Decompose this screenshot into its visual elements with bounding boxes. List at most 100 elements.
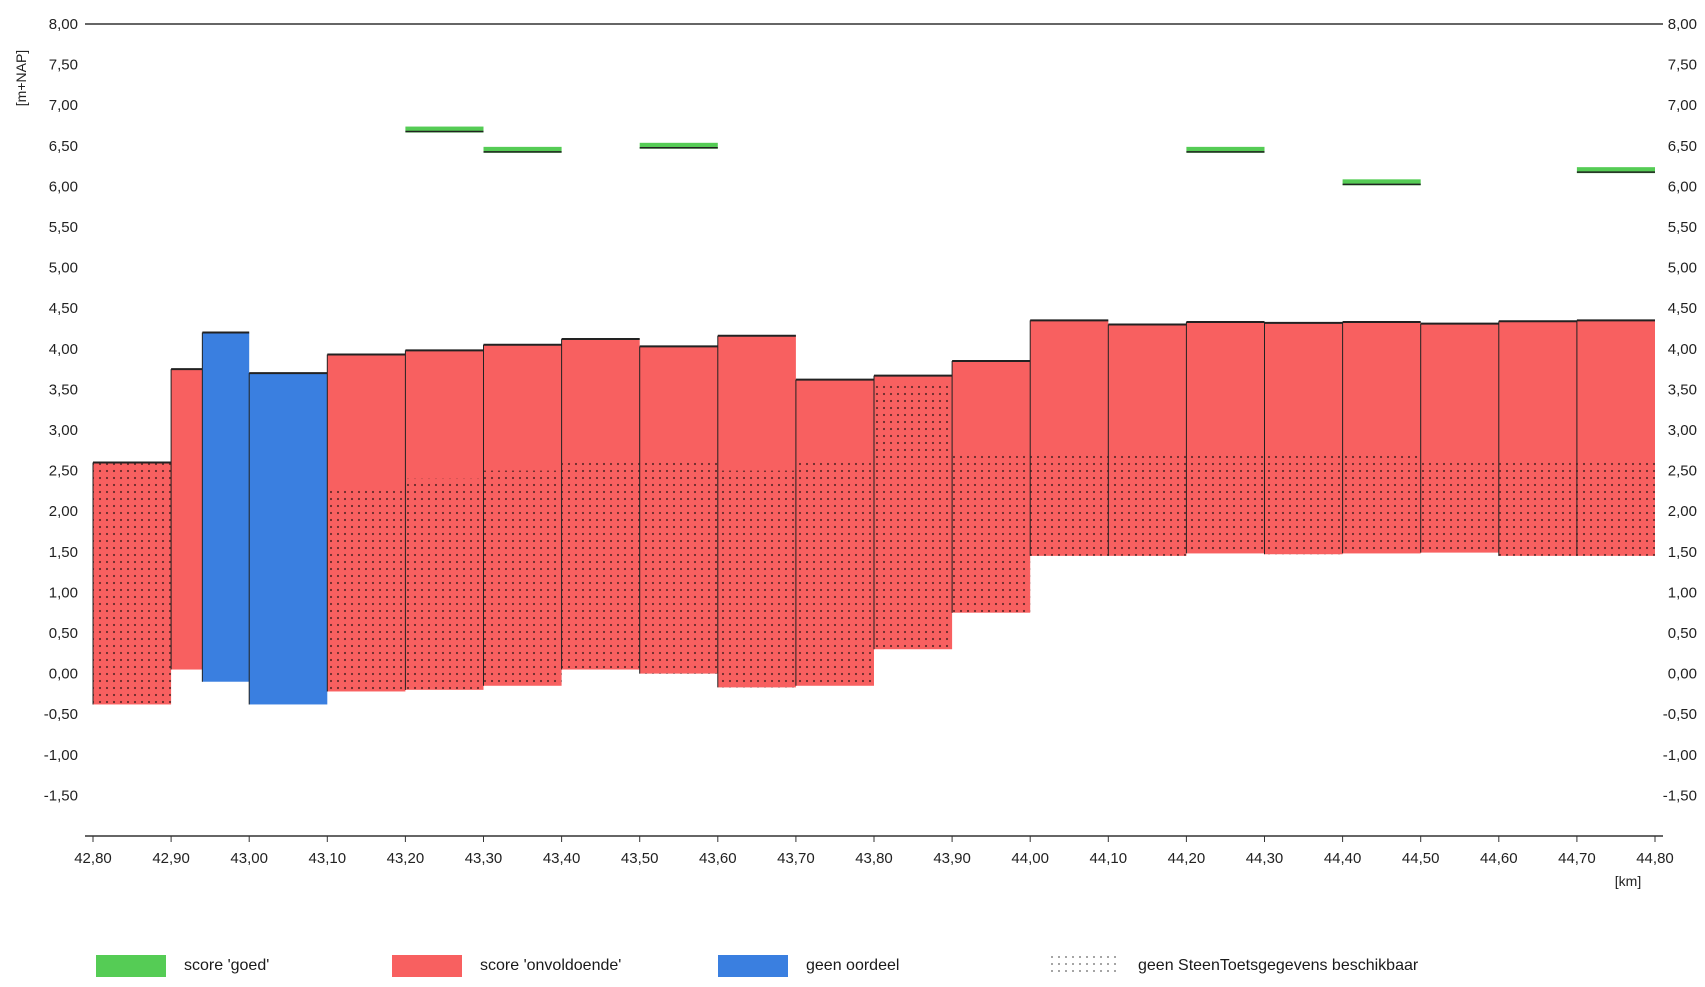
y-tick-label-left: -1,50 <box>44 787 78 804</box>
x-tick-label: 43,90 <box>933 850 971 867</box>
y-tick-label-left: 0,00 <box>49 666 78 683</box>
x-tick-label: 43,80 <box>855 850 893 867</box>
goed-segment <box>1576 167 1655 174</box>
legend: score 'goed' score 'onvoldoende' geen oo… <box>0 955 1705 985</box>
y-tick-label-left: 0,50 <box>49 625 78 642</box>
x-tick-label: 44,10 <box>1090 850 1128 867</box>
x-tick-label: 43,60 <box>699 850 737 867</box>
y-tick-label-left: 1,50 <box>49 544 78 561</box>
y-tick-label-right: 4,00 <box>1668 341 1697 358</box>
no-data-hatch <box>639 462 718 674</box>
y-tick-label-right: 0,50 <box>1668 625 1697 642</box>
no-data-hatch <box>405 478 484 690</box>
axes: 8,00 7,50 7,00 6,50 6,00 5,50 5,00 4,50 4,00 3,50… <box>13 16 1697 889</box>
y-tick-label-right: 1,50 <box>1668 544 1697 561</box>
legend-item-no-data: geen SteenToetsgegevens beschikbaar <box>1050 955 1418 977</box>
goed-segment <box>405 126 484 133</box>
plot-area <box>92 126 1655 705</box>
y-tick-label-right: 8,00 <box>1668 16 1697 33</box>
y-tick-label-left: -1,00 <box>44 747 78 764</box>
legend-label-goed: score 'goed' <box>184 957 270 974</box>
no-data-hatch <box>795 462 874 686</box>
x-tick-label: 43,10 <box>309 850 347 867</box>
no-data-hatch <box>1576 458 1655 556</box>
y-tick-label-left: 3,50 <box>49 381 78 398</box>
y-tick-label-right: 1,00 <box>1668 584 1697 601</box>
y-tick-label-right: -1,50 <box>1663 787 1697 804</box>
y-tick-label-left: 4,50 <box>49 300 78 317</box>
y-tick-label-right: 2,50 <box>1668 463 1697 480</box>
y-tick-label-right: -1,00 <box>1663 747 1697 764</box>
bar-segment <box>171 369 203 670</box>
y-tick-label-left: 2,50 <box>49 463 78 480</box>
bar-segment <box>249 373 328 705</box>
y-tick-label-left: 7,50 <box>49 57 78 74</box>
x-tick-label: 43,00 <box>230 850 268 867</box>
no-data-hatch <box>1342 454 1421 554</box>
y-tick-label-left: 5,00 <box>49 260 78 277</box>
x-tick-label: 43,40 <box>543 850 581 867</box>
y-tick-label-right: -0,50 <box>1663 706 1697 723</box>
no-data-hatch <box>1186 454 1265 554</box>
no-data-hatch <box>952 454 1031 613</box>
x-tick-label: 44,50 <box>1402 850 1440 867</box>
y-tick-label-left: 6,50 <box>49 138 78 155</box>
legend-swatch-onvoldoende <box>392 955 462 977</box>
no-data-hatch <box>561 462 640 670</box>
y-tick-label-left: 5,50 <box>49 219 78 236</box>
legend-swatch-geen-oordeel <box>718 955 788 977</box>
y-tick-label-left: 6,00 <box>49 178 78 195</box>
no-data-hatch <box>1420 458 1499 553</box>
x-tick-label: 43,70 <box>777 850 815 867</box>
y-tick-label-left: -0,50 <box>44 706 78 723</box>
x-tick-label: 43,30 <box>465 850 503 867</box>
x-tick-label: 42,80 <box>74 850 112 867</box>
legend-item-geen-oordeel: geen oordeel <box>718 955 899 977</box>
y-tick-label-right: 7,50 <box>1668 57 1697 74</box>
no-data-hatch <box>483 470 562 686</box>
no-data-hatch <box>1030 454 1109 556</box>
x-tick-label: 44,30 <box>1246 850 1284 867</box>
legend-swatch-no-data <box>1050 955 1120 977</box>
y-tick-label-right: 6,50 <box>1668 138 1697 155</box>
goed-segment <box>639 142 718 149</box>
y-tick-label-right: 2,00 <box>1668 503 1697 520</box>
x-tick-label: 44,70 <box>1558 850 1596 867</box>
x-tick-label: 44,00 <box>1011 850 1049 867</box>
y-tick-label-left: 8,00 <box>49 16 78 33</box>
goed-segment <box>483 146 562 153</box>
y-tick-label-right: 4,50 <box>1668 300 1697 317</box>
no-data-hatch <box>1108 454 1187 556</box>
no-data-hatch <box>1498 458 1577 556</box>
y-tick-label-right: 0,00 <box>1668 666 1697 683</box>
no-data-hatch <box>874 385 953 650</box>
no-data-hatch <box>327 486 406 692</box>
x-tick-label: 44,60 <box>1480 850 1518 867</box>
legend-label-no-data: geen SteenToetsgegevens beschikbaar <box>1138 957 1419 974</box>
y-tick-label-left: 3,00 <box>49 422 78 439</box>
y-tick-label-right: 5,00 <box>1668 260 1697 277</box>
legend-item-goed: score 'goed' <box>96 955 269 977</box>
legend-label-onvoldoende: score 'onvoldoende' <box>480 957 622 974</box>
no-data-hatch <box>717 470 796 688</box>
y-tick-label-left: 1,00 <box>49 584 78 601</box>
legend-swatch-goed <box>96 955 166 977</box>
y-tick-label-right: 7,00 <box>1668 97 1697 114</box>
y-tick-label-right: 6,00 <box>1668 178 1697 195</box>
x-tick-label: 43,50 <box>621 850 659 867</box>
goed-segment <box>1342 179 1421 186</box>
legend-item-onvoldoende: score 'onvoldoende' <box>392 955 621 977</box>
y-tick-label-left: 2,00 <box>49 503 78 520</box>
y-tick-label-left: 7,00 <box>49 97 78 114</box>
no-data-hatch <box>93 462 172 705</box>
legend-label-geen-oordeel: geen oordeel <box>806 957 900 974</box>
no-data-hatch <box>1264 454 1343 555</box>
y-tick-label-right: 5,50 <box>1668 219 1697 236</box>
x-tick-label: 44,40 <box>1324 850 1362 867</box>
x-tick-label: 43,20 <box>387 850 425 867</box>
y-tick-label-left: 4,00 <box>49 341 78 358</box>
goed-segment <box>1186 146 1265 153</box>
x-axis-unit: [km] <box>1615 873 1641 889</box>
y-axis-unit: [m+NAP] <box>13 50 29 106</box>
x-tick-label: 44,80 <box>1636 850 1674 867</box>
